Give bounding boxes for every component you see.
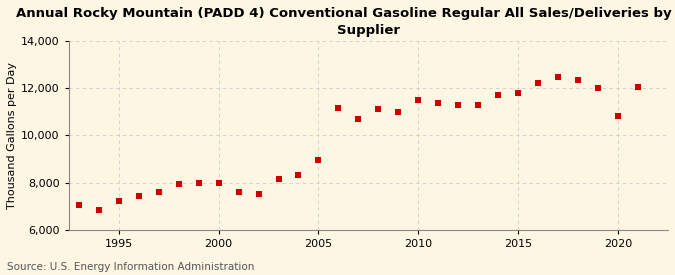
Title: Annual Rocky Mountain (PADD 4) Conventional Gasoline Regular All Sales/Deliverie: Annual Rocky Mountain (PADD 4) Conventio… <box>16 7 675 37</box>
Y-axis label: Thousand Gallons per Day: Thousand Gallons per Day <box>7 62 17 209</box>
Text: Source: U.S. Energy Information Administration: Source: U.S. Energy Information Administ… <box>7 262 254 272</box>
